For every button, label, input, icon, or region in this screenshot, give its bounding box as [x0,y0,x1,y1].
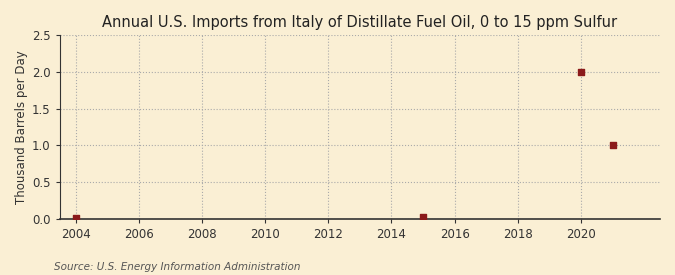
Point [576,70,587,74]
Point [70,216,81,220]
Y-axis label: Thousand Barrels per Day: Thousand Barrels per Day [15,50,28,204]
Text: Source: U.S. Energy Information Administration: Source: U.S. Energy Information Administ… [54,262,300,272]
Point [418,214,429,219]
Point [608,143,618,148]
Title: Annual U.S. Imports from Italy of Distillate Fuel Oil, 0 to 15 ppm Sulfur: Annual U.S. Imports from Italy of Distil… [103,15,618,30]
